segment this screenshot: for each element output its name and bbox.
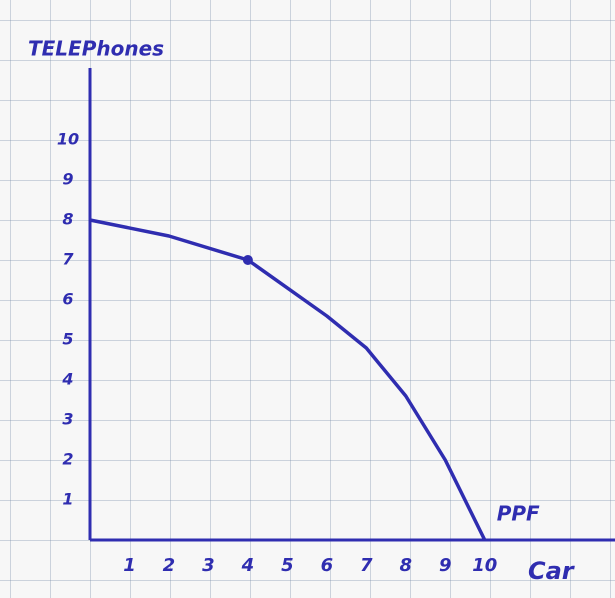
y-tick-label: 9	[62, 170, 73, 189]
y-tick-label: 2	[62, 450, 73, 469]
x-tick-label: 4	[241, 555, 255, 576]
point	[243, 255, 253, 265]
y-tick-label: 10	[57, 130, 79, 149]
y-tick-label: 3	[62, 410, 73, 429]
x-axis-title: Car	[528, 557, 576, 585]
y-axis-title: TELEPhones	[28, 37, 164, 61]
y-tick-label: 7	[62, 250, 74, 269]
ppf-curve	[90, 220, 485, 540]
x-tick-label: 5	[281, 555, 294, 576]
x-tick-label: 3	[202, 555, 215, 576]
y-tick-label: 1	[62, 490, 73, 509]
series-label: PPF	[497, 502, 540, 526]
x-tick-label: 2	[163, 555, 176, 576]
x-tick-label: 7	[360, 555, 373, 576]
x-tick-label: 1	[123, 555, 136, 576]
x-tick-label: 10	[472, 555, 497, 576]
y-tick-label: 8	[62, 210, 73, 229]
x-tick-label: 8	[400, 555, 413, 576]
y-tick-label: 4	[61, 370, 73, 389]
x-tick-label: 9	[439, 555, 452, 576]
chart: TELEPhones Car 1 2 3 4 5 6 7 8 9 10 1 2 3 4 5 6 7 8 9 10 PPF	[0, 0, 615, 598]
x-tick-label: 6	[321, 555, 334, 576]
y-tick-label: 6	[62, 290, 73, 309]
y-tick-label: 5	[62, 330, 73, 349]
